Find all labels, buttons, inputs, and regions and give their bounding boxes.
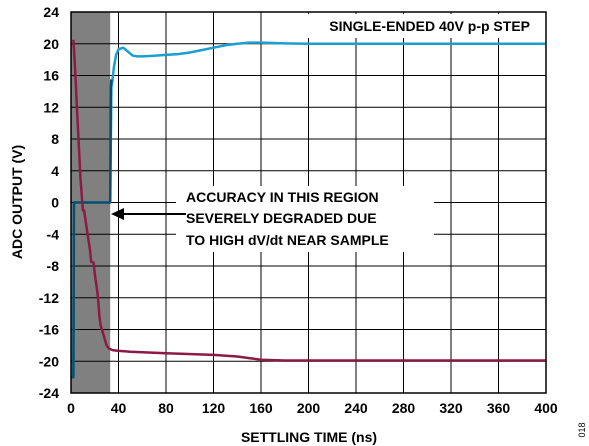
x-tick-label: 280: [392, 400, 416, 416]
annotation-background: [176, 186, 434, 252]
y-tick-label: 0: [51, 195, 59, 211]
x-tick-label: 0: [67, 400, 75, 416]
y-tick-label: 16: [43, 68, 59, 84]
x-tick-label: 240: [344, 400, 368, 416]
chart-title: SINGLE-ENDED 40V p-p STEP: [329, 18, 530, 34]
x-tick-label: 160: [249, 400, 273, 416]
y-tick-label: 4: [51, 163, 59, 179]
y-tick-label: -12: [39, 290, 59, 306]
y-tick-label: 24: [43, 4, 59, 20]
x-tick-label: 40: [111, 400, 127, 416]
y-tick-label: -16: [39, 322, 59, 338]
x-tick-label: 200: [297, 400, 321, 416]
annotation-arrow-head: [111, 208, 124, 220]
annotation-line-3: TO HIGH dV/dt NEAR SAMPLE: [186, 232, 389, 248]
x-tick-label: 120: [202, 400, 226, 416]
series-line-3: [72, 39, 546, 362]
figure-number: 018: [577, 422, 587, 437]
plot-frame: [70, 11, 547, 394]
y-tick-label: -4: [47, 226, 60, 242]
x-tick-label: 360: [487, 400, 511, 416]
y-axis-label: ADC OUTPUT (V): [9, 145, 25, 259]
y-tick-label: 12: [43, 99, 59, 115]
y-tick-label: -8: [47, 258, 60, 274]
x-axis-label: SETTLING TIME (ns): [241, 429, 377, 445]
annotation-line-2: SEVERELY DEGRADED DUE: [186, 210, 377, 226]
x-tick-label: 320: [439, 400, 463, 416]
y-tick-label: 20: [43, 36, 59, 52]
y-tick-label: 8: [51, 131, 59, 147]
y-tick-label: -24: [39, 385, 59, 401]
x-tick-label: 80: [158, 400, 174, 416]
y-tick-label: -20: [39, 353, 59, 369]
series-line-2: [70, 79, 113, 379]
chart-title-background: [295, 14, 545, 38]
x-tick-label: 400: [534, 400, 558, 416]
annotation-line-1: ACCURACY IN THIS REGION: [186, 189, 379, 205]
